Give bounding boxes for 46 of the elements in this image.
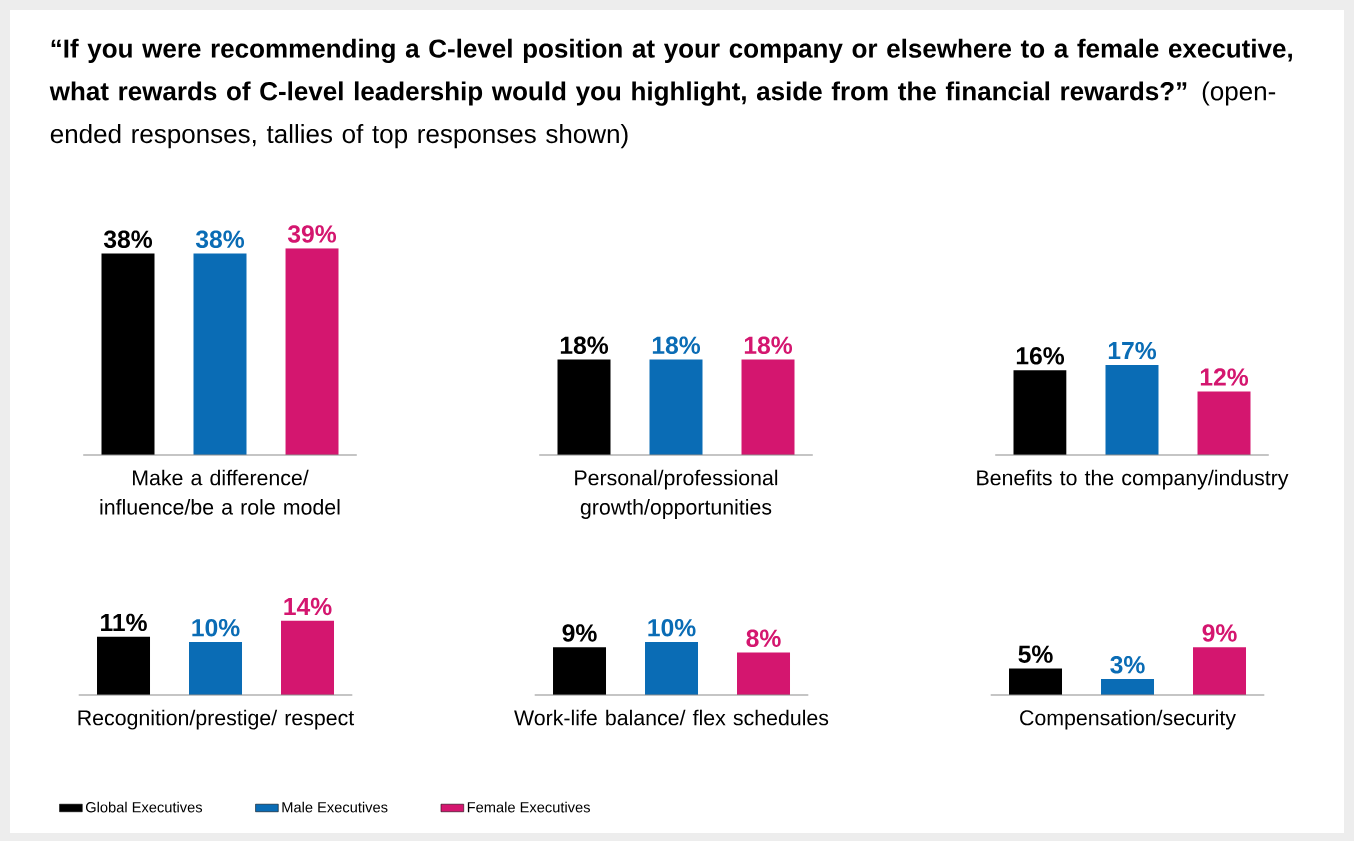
data-label: 5% bbox=[1018, 645, 1053, 663]
bar bbox=[737, 652, 791, 695]
data-label: 9% bbox=[1202, 624, 1237, 642]
data-label: 12% bbox=[1200, 368, 1249, 386]
data-label: 8% bbox=[746, 629, 781, 647]
data-label: 18% bbox=[744, 336, 793, 354]
bar bbox=[1009, 668, 1063, 695]
bar bbox=[649, 359, 703, 455]
x-tick-label: Benefits to the company/industry bbox=[977, 469, 1289, 490]
bar bbox=[1101, 679, 1155, 695]
data-label: 16% bbox=[1016, 347, 1065, 365]
data-label: 17% bbox=[1108, 341, 1157, 360]
data-label: 18% bbox=[560, 336, 609, 354]
bar bbox=[97, 636, 151, 695]
chart-title: “If you were recommending a C-level position at your company or elsewhere to a female executive, what rewards of C-level leadership would you highlight, aside from the financial rewards?” (open-ended responses, tallies of top responses shown) bbox=[49, 38, 1292, 149]
bar bbox=[557, 359, 611, 455]
data-label: 10% bbox=[192, 618, 240, 637]
data-label: 3% bbox=[1110, 655, 1145, 674]
bar bbox=[1013, 370, 1067, 455]
bar bbox=[189, 641, 243, 695]
data-label: 11% bbox=[101, 613, 147, 632]
data-label: 38% bbox=[103, 230, 153, 248]
bar bbox=[101, 253, 155, 455]
legend-label: Female Executives bbox=[467, 801, 590, 813]
bar bbox=[553, 647, 607, 695]
legend-label: Global Executives bbox=[85, 801, 203, 813]
data-label: 18% bbox=[652, 336, 701, 354]
x-tick-label: Work-life balance/ flex schedules bbox=[514, 709, 829, 726]
data-label: 14% bbox=[284, 597, 332, 616]
x-tick-label: Make a difference/ influence/be a role model bbox=[100, 469, 340, 515]
data-label: 9% bbox=[562, 624, 597, 642]
x-tick-label: Recognition/prestige/ respect bbox=[78, 709, 355, 730]
data-label: 39% bbox=[287, 225, 337, 243]
bar bbox=[741, 359, 795, 455]
x-tick-label: Personal/professional growth/opportunities bbox=[575, 469, 778, 519]
legend-label: Male Executives bbox=[282, 801, 388, 813]
data-label: 10% bbox=[648, 618, 696, 637]
bar bbox=[645, 641, 699, 695]
bar bbox=[1197, 391, 1251, 455]
data-label: 38% bbox=[195, 230, 245, 248]
bar bbox=[285, 248, 339, 455]
bar bbox=[1193, 647, 1247, 695]
x-tick-label: Compensation/security bbox=[1020, 709, 1236, 730]
bar bbox=[193, 253, 247, 455]
bar bbox=[281, 620, 335, 695]
bar bbox=[1105, 364, 1159, 455]
